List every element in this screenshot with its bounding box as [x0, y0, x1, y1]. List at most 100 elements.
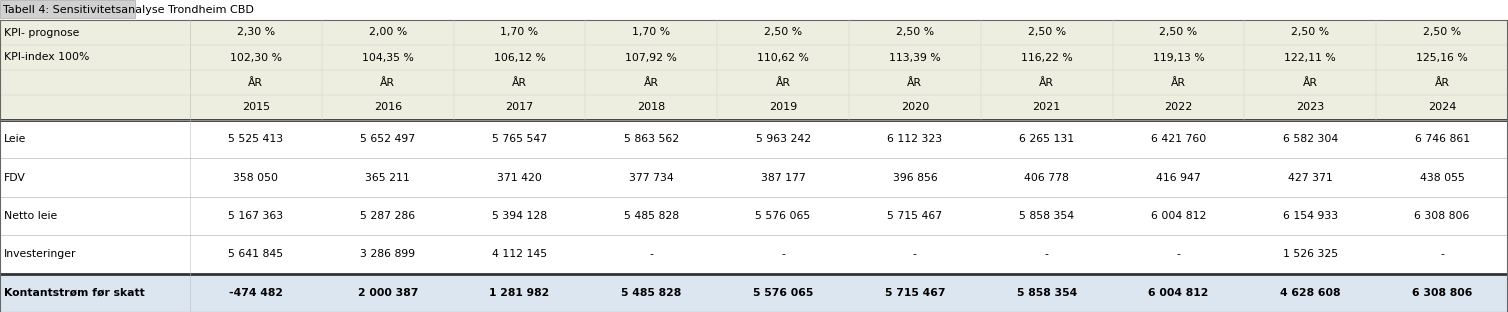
Text: 2022: 2022: [1164, 103, 1193, 113]
Text: 1,70 %: 1,70 %: [632, 27, 671, 37]
Text: Tabell 4: Sensitivitetsanalyse Trondheim CBD: Tabell 4: Sensitivitetsanalyse Trondheim…: [3, 5, 253, 15]
Bar: [0, 20, 1508, 120]
Text: ÅR: ÅR: [775, 77, 790, 87]
Text: 2016: 2016: [374, 103, 401, 113]
Text: 427 371: 427 371: [1288, 173, 1333, 183]
Text: 6 112 323: 6 112 323: [887, 134, 942, 144]
Text: ÅR: ÅR: [1434, 77, 1449, 87]
Text: 5 485 828: 5 485 828: [621, 288, 682, 298]
Text: 5 576 065: 5 576 065: [756, 211, 811, 221]
Text: 6 308 806: 6 308 806: [1415, 211, 1470, 221]
Text: ÅR: ÅR: [644, 77, 659, 87]
Text: 6 004 812: 6 004 812: [1148, 288, 1209, 298]
Text: 2019: 2019: [769, 103, 798, 113]
Text: 406 778: 406 778: [1024, 173, 1069, 183]
Text: ÅR: ÅR: [380, 77, 395, 87]
Text: 377 734: 377 734: [629, 173, 674, 183]
Text: 5 652 497: 5 652 497: [360, 134, 415, 144]
Text: 2017: 2017: [505, 103, 534, 113]
Text: Investeringer: Investeringer: [5, 249, 77, 259]
Text: 119,13 %: 119,13 %: [1152, 52, 1205, 62]
Text: 113,39 %: 113,39 %: [890, 52, 941, 62]
Text: KPI- prognose: KPI- prognose: [5, 27, 80, 37]
Text: 2018: 2018: [638, 103, 665, 113]
Text: 4 112 145: 4 112 145: [492, 249, 547, 259]
Text: 416 947: 416 947: [1157, 173, 1200, 183]
Text: 5 167 363: 5 167 363: [228, 211, 284, 221]
Text: 6 265 131: 6 265 131: [1019, 134, 1074, 144]
Text: Leie: Leie: [5, 134, 26, 144]
Text: 1 281 982: 1 281 982: [490, 288, 549, 298]
Bar: [0, 120, 1508, 158]
Text: 5 963 242: 5 963 242: [756, 134, 811, 144]
Text: -: -: [650, 249, 653, 259]
Bar: [0, 274, 1508, 312]
Text: 1 526 325: 1 526 325: [1283, 249, 1338, 259]
Text: 2,50 %: 2,50 %: [765, 27, 802, 37]
Text: 365 211: 365 211: [365, 173, 410, 183]
Text: Netto leie: Netto leie: [5, 211, 57, 221]
Text: 5 863 562: 5 863 562: [624, 134, 679, 144]
Bar: [0, 197, 1508, 235]
Text: 396 856: 396 856: [893, 173, 938, 183]
Text: 358 050: 358 050: [234, 173, 279, 183]
Text: KPI-index 100%: KPI-index 100%: [5, 52, 89, 62]
Text: -: -: [912, 249, 917, 259]
Bar: [0, 0, 136, 18]
Text: 1,70 %: 1,70 %: [501, 27, 538, 37]
Text: 5 765 547: 5 765 547: [492, 134, 547, 144]
Text: 2024: 2024: [1428, 103, 1457, 113]
Text: 6 004 812: 6 004 812: [1151, 211, 1206, 221]
Text: 438 055: 438 055: [1419, 173, 1464, 183]
Text: 2,50 %: 2,50 %: [1027, 27, 1066, 37]
Text: 371 420: 371 420: [498, 173, 541, 183]
Bar: [0, 158, 1508, 197]
Text: 6 582 304: 6 582 304: [1283, 134, 1338, 144]
Text: 102,30 %: 102,30 %: [229, 52, 282, 62]
Text: -: -: [781, 249, 786, 259]
Bar: [0, 0, 1508, 20]
Text: 5 485 828: 5 485 828: [624, 211, 679, 221]
Text: 2 000 387: 2 000 387: [357, 288, 418, 298]
Text: 125,16 %: 125,16 %: [1416, 52, 1467, 62]
Text: ÅR: ÅR: [249, 77, 264, 87]
Text: 5 525 413: 5 525 413: [228, 134, 284, 144]
Text: ÅR: ÅR: [1303, 77, 1318, 87]
Text: 2,50 %: 2,50 %: [1160, 27, 1197, 37]
Text: 5 641 845: 5 641 845: [228, 249, 284, 259]
Text: 2,50 %: 2,50 %: [1291, 27, 1330, 37]
Text: 5 287 286: 5 287 286: [360, 211, 415, 221]
Text: ÅR: ÅR: [513, 77, 526, 87]
Bar: [0, 235, 1508, 274]
Text: 5 715 467: 5 715 467: [885, 288, 946, 298]
Text: 2,00 %: 2,00 %: [368, 27, 407, 37]
Text: 2020: 2020: [900, 103, 929, 113]
Text: 116,22 %: 116,22 %: [1021, 52, 1072, 62]
Text: ÅR: ÅR: [908, 77, 923, 87]
Text: 6 746 861: 6 746 861: [1415, 134, 1470, 144]
Text: 5 858 354: 5 858 354: [1019, 211, 1074, 221]
Text: 106,12 %: 106,12 %: [493, 52, 546, 62]
Text: 104,35 %: 104,35 %: [362, 52, 413, 62]
Text: -474 482: -474 482: [229, 288, 284, 298]
Text: Kontantstrøm før skatt: Kontantstrøm før skatt: [5, 288, 145, 298]
Text: 6 154 933: 6 154 933: [1283, 211, 1338, 221]
Text: 122,11 %: 122,11 %: [1285, 52, 1336, 62]
Text: -: -: [1176, 249, 1181, 259]
Text: ÅR: ÅR: [1039, 77, 1054, 87]
Text: 3 286 899: 3 286 899: [360, 249, 415, 259]
Text: ÅR: ÅR: [1172, 77, 1185, 87]
Text: 2,30 %: 2,30 %: [237, 27, 274, 37]
Text: 2015: 2015: [241, 103, 270, 113]
Text: 4 628 608: 4 628 608: [1280, 288, 1341, 298]
Text: 5 715 467: 5 715 467: [887, 211, 942, 221]
Text: 387 177: 387 177: [760, 173, 805, 183]
Text: 2,50 %: 2,50 %: [1424, 27, 1461, 37]
Text: -: -: [1045, 249, 1048, 259]
Text: 6 421 760: 6 421 760: [1151, 134, 1206, 144]
Text: 107,92 %: 107,92 %: [626, 52, 677, 62]
Text: 5 576 065: 5 576 065: [752, 288, 813, 298]
Text: 2023: 2023: [1297, 103, 1324, 113]
Text: 2021: 2021: [1033, 103, 1060, 113]
Text: 5 394 128: 5 394 128: [492, 211, 547, 221]
